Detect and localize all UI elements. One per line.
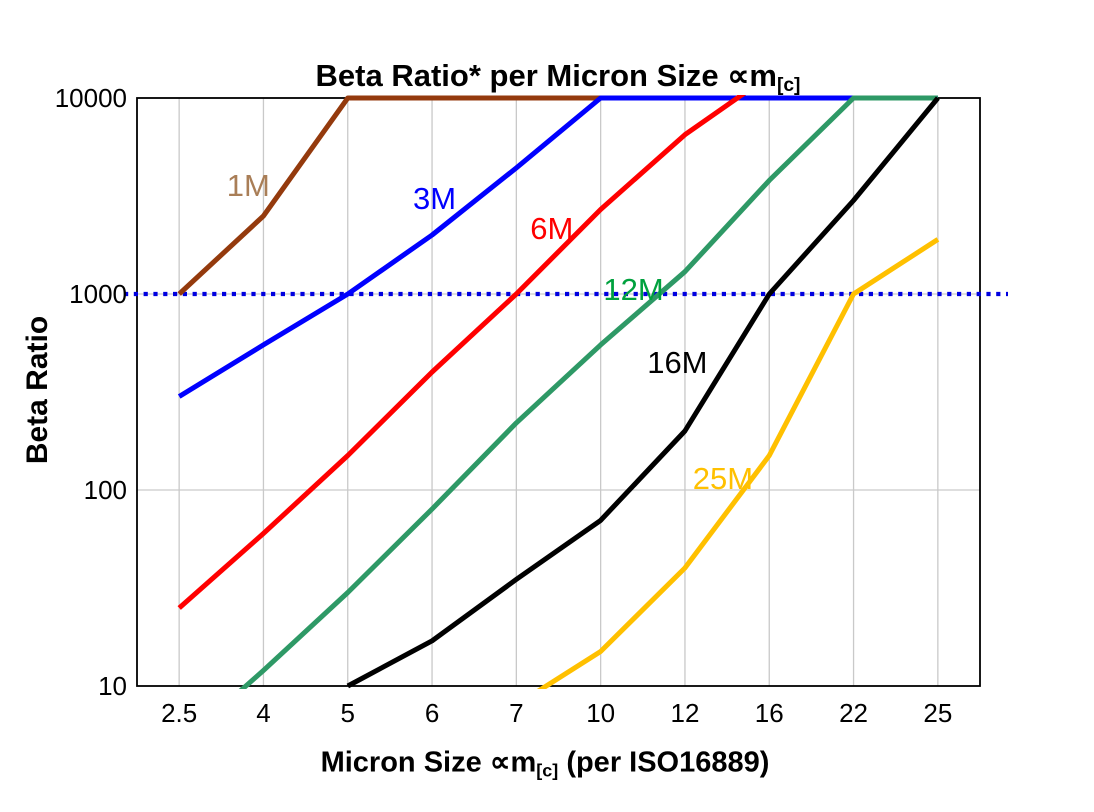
chart-title-subscript: [c] <box>776 75 801 97</box>
series-label-6M: 6M <box>530 211 574 247</box>
chart-title: Beta Ratio* per Micron Size ∝m[c] <box>315 58 801 97</box>
x-tick-label: 12 <box>670 698 699 728</box>
x-axis-title: Micron Size ∝m[c] (per ISO16889) <box>320 745 770 781</box>
x-axis-title-prefix: Micron Size ∝m <box>320 746 537 779</box>
x-tick-label: 6 <box>425 698 439 728</box>
y-tick-label: 100 <box>84 475 127 505</box>
x-axis-title-suffix: (per ISO16889) <box>558 746 770 779</box>
x-tick-label: 22 <box>839 698 868 728</box>
x-tick-label: 25 <box>923 698 952 728</box>
x-tick-label: 4 <box>256 698 270 728</box>
x-axis-title-subscript: [c] <box>536 760 559 781</box>
y-tick-label: 10000 <box>55 83 127 113</box>
x-tick-label: 10 <box>586 698 615 728</box>
chart-title-text: Beta Ratio* per Micron Size ∝m <box>315 58 777 93</box>
x-tick-label: 16 <box>755 698 784 728</box>
y-tick-label: 10 <box>98 671 127 701</box>
x-tick-label: 7 <box>509 698 523 728</box>
series-label-3M: 3M <box>413 181 457 217</box>
series-line-12M <box>238 95 938 689</box>
series-line-6M <box>177 95 747 610</box>
series-line-3M <box>177 95 938 399</box>
y-tick-label: 1000 <box>69 279 127 309</box>
y-axis-title: Beta Ratio <box>21 315 54 465</box>
x-tick-label: 5 <box>341 698 355 728</box>
series-line-25M <box>536 237 940 689</box>
series-label-12M: 12M <box>603 272 664 308</box>
series-label-1M: 1M <box>226 168 270 204</box>
series-label-25M: 25M <box>692 461 754 497</box>
series-label-16M: 16M <box>647 345 708 381</box>
x-tick-label: 2.5 <box>161 698 197 728</box>
series-line-16M <box>346 96 940 689</box>
